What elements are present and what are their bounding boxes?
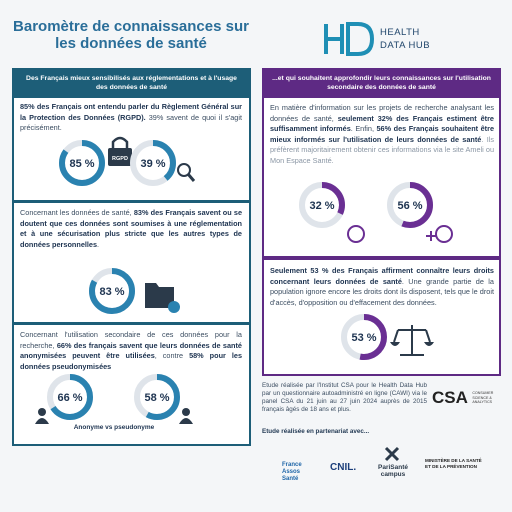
text-segment: . Enfin, — [350, 124, 377, 133]
partner-logo: CNIL. — [330, 462, 357, 473]
partner-intro: Etude réalisée en partenariat avec... — [262, 428, 370, 435]
text-segment: . Une grande partie de la population ign… — [270, 276, 494, 307]
logo-shape — [324, 22, 375, 56]
text-segment: 83% des Français savent ou se doutent qu… — [20, 208, 243, 249]
text-segment: Seulement 53 % des Français affirment co… — [270, 266, 494, 286]
text-segment: 58% pour les données pseudonymisées — [20, 351, 242, 371]
text-segment: Concernant les données de santé, — [20, 208, 134, 217]
text-segment: seulement 32% des Français estiment être… — [270, 113, 494, 134]
title-line: Baromètre de connaissances sur — [13, 18, 249, 35]
paragraph: Seulement 53 % des Français affirment co… — [270, 266, 494, 308]
right-header: ...et qui souhaitent approfondir leurs c… — [262, 68, 501, 98]
icon — [384, 446, 400, 462]
logo-text: DATA HUB — [380, 40, 431, 51]
text-segment: . — [97, 239, 100, 249]
left-header: Des Français mieux sensibilisés aux régl… — [12, 68, 251, 98]
divider — [14, 322, 249, 325]
paragraph: 85% des Français ont entendu parler du R… — [20, 102, 242, 134]
csa-logo: CSA CONSUMER SCIENCE & ANALYTICS — [432, 388, 502, 408]
text-segment: 66% des français savent que leurs donnée… — [20, 340, 242, 361]
text-segment: Concernant l'utilisation secondaire de c… — [20, 330, 242, 350]
text-segment: 39% savent de quoi il s'agit précisément… — [20, 112, 242, 133]
text-segment: 85% des Français ont entendu parler du R… — [20, 102, 242, 122]
logo-text: HEALTH — [380, 27, 420, 38]
logo-mark — [324, 22, 375, 56]
text-segment: En matière d'information sur les projets… — [270, 103, 494, 123]
paragraph: Concernant l'utilisation secondaire de c… — [20, 330, 242, 372]
text-segment: , contre — [154, 351, 190, 360]
paragraph: En matière d'information sur les projets… — [270, 103, 494, 166]
text-segment: 56% des Français souhaitent être mieux i… — [270, 124, 495, 144]
partner-icon — [384, 446, 400, 462]
divider — [14, 200, 249, 203]
paragraph: Concernant les données de santé, 83% des… — [20, 208, 242, 250]
title: Baromètre de connaissances sur les donné… — [6, 18, 256, 52]
footnote: Etude réalisée par l'Institut CSA pour l… — [262, 382, 427, 413]
logo: HEALTH DATA HUB — [322, 22, 482, 56]
title-line: les données de santé — [55, 35, 207, 52]
partner-logo: MINISTÈRE DE LA SANTÉ ET DE LA PRÉVENTIO… — [425, 458, 482, 469]
partner-logo: France Assos Santé — [282, 462, 302, 482]
partner-logo: PariSanté campus — [378, 464, 408, 478]
divider — [264, 256, 499, 260]
text-segment: . Ils préfèrent majoritairement obtenir … — [270, 134, 494, 165]
csa-mark: CSA — [432, 388, 468, 407]
csa-tagline: CONSUMER SCIENCE & ANALYTICS — [472, 391, 494, 404]
